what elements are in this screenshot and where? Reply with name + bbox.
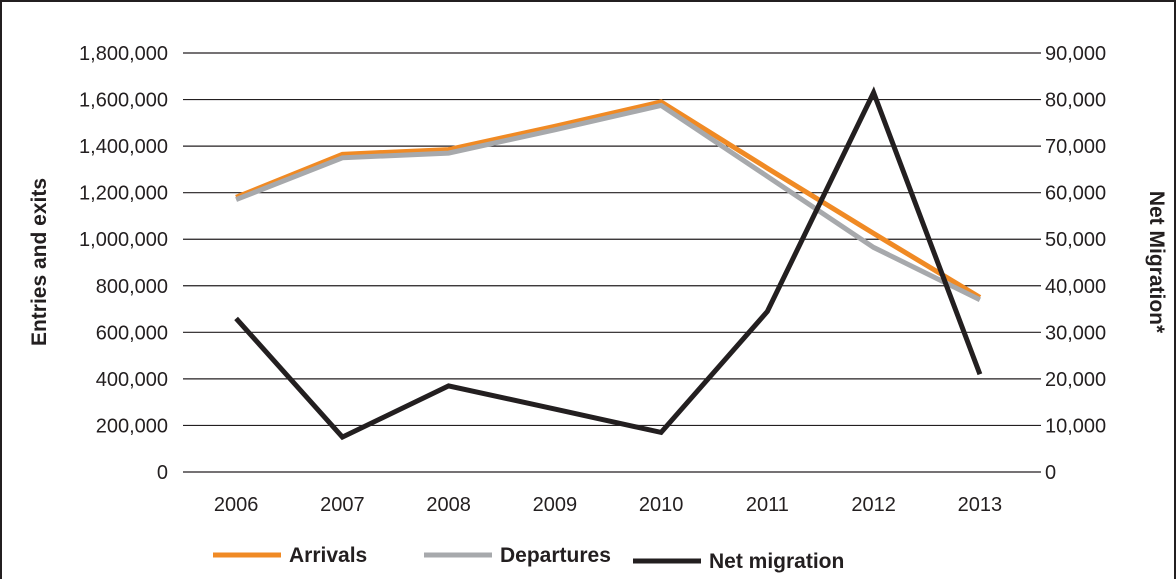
right-tick-label: 80,000 (1045, 90, 1106, 112)
right-tick-label: 10,000 (1045, 415, 1106, 437)
series-line-arrivals (235, 99, 982, 300)
left-tick-label: 1,400,000 (79, 136, 168, 158)
x-tick-label: 2008 (426, 494, 471, 516)
right-axis-ticks: 0 10,000 20,000 30,000 40,000 50,000 60,000 70,… (1045, 43, 1106, 484)
right-tick-label: 70,000 (1045, 136, 1106, 158)
left-tick-label: 400,000 (96, 369, 168, 391)
left-tick-label: 0 (157, 462, 168, 484)
legend-label: Net migration (709, 550, 844, 573)
x-axis-ticks: 2006 2007 2008 2009 2010 2011 2012 2013 (214, 494, 1002, 516)
series-lines (234, 86, 983, 441)
x-tick-label: 2010 (639, 494, 684, 516)
left-tick-label: 600,000 (96, 322, 168, 344)
left-tick-label: 800,000 (96, 276, 168, 298)
left-tick-label: 200,000 (96, 415, 168, 437)
x-tick-label: 2013 (958, 494, 1003, 516)
legend-label: Arrivals (289, 544, 367, 567)
right-tick-label: 60,000 (1045, 183, 1106, 205)
gridlines (183, 52, 1041, 473)
x-tick-label: 2006 (214, 494, 259, 516)
left-tick-label: 1,600,000 (79, 90, 168, 112)
series-line-departures (235, 102, 982, 302)
right-tick-label: 0 (1045, 462, 1056, 484)
left-tick-label: 1,800,000 (79, 43, 168, 65)
x-tick-label: 2007 (320, 494, 365, 516)
x-tick-label: 2011 (746, 494, 789, 516)
series-line-net-migration (234, 86, 983, 441)
left-tick-label: 1,000,000 (79, 229, 168, 251)
left-axis-ticks: 0 200,000 400,000 600,000 800,000 1,000,000 1,… (79, 43, 168, 484)
right-tick-label: 20,000 (1045, 369, 1106, 391)
right-axis-title: Net Migration* (1145, 191, 1168, 334)
left-axis-title: Entries and exits (28, 178, 51, 346)
legend: Arrivals Departures Net migration (213, 544, 844, 573)
right-tick-label: 90,000 (1045, 43, 1106, 65)
x-tick-label: 2009 (533, 494, 578, 516)
right-tick-label: 30,000 (1045, 322, 1106, 344)
legend-label: Departures (500, 544, 611, 567)
right-tick-label: 50,000 (1045, 229, 1106, 251)
x-tick-label: 2012 (851, 494, 896, 516)
left-tick-label: 1,200,000 (79, 183, 168, 205)
right-tick-label: 40,000 (1045, 276, 1106, 298)
